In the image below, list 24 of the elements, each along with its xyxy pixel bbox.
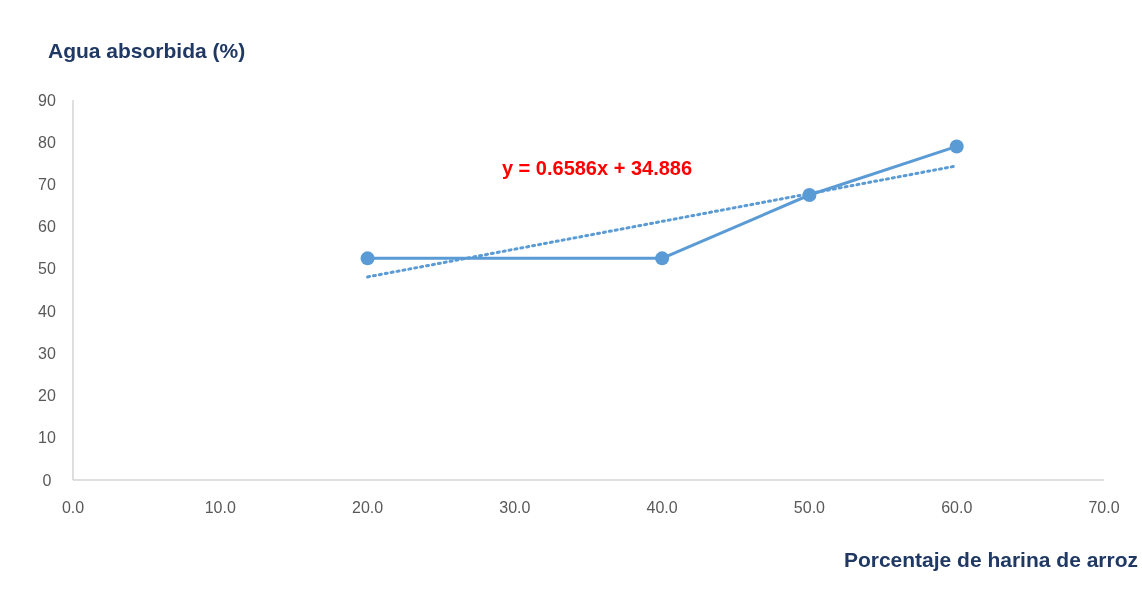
chart-title: Agua absorbida (%) — [48, 39, 246, 62]
point — [360, 251, 375, 266]
y-tick-label: 90 — [38, 91, 56, 109]
point — [949, 139, 964, 154]
y-tick-label: 50 — [38, 260, 56, 278]
y-tick-label: 30 — [38, 344, 56, 362]
point — [655, 251, 670, 266]
x-tick-label: 60.0 — [941, 499, 973, 516]
x-tick-label: 50.0 — [793, 499, 826, 516]
x-tick-label: 70.0 — [1088, 499, 1120, 516]
y-tick-label: 10 — [38, 429, 56, 447]
y-tick-label: 0 — [42, 471, 52, 489]
x-tick-label: 30.0 — [499, 499, 531, 516]
y-tick-label: 60 — [38, 218, 56, 236]
x-axis-title: Porcentaje de harina de arroz — [843, 548, 1138, 571]
x-tick-label: 40.0 — [646, 499, 678, 516]
y-tick-label: 70 — [38, 176, 56, 194]
x-tick-label: 10.0 — [204, 499, 236, 516]
x-tick-label: 0.0 — [61, 499, 85, 516]
x-tick-label: 20.0 — [352, 499, 384, 516]
y-tick-label: 80 — [38, 133, 56, 151]
annotation: y = 0.6586x + 34.886 — [501, 157, 693, 179]
y-tick-label: 40 — [38, 302, 56, 320]
y-tick-label: 20 — [38, 387, 56, 405]
